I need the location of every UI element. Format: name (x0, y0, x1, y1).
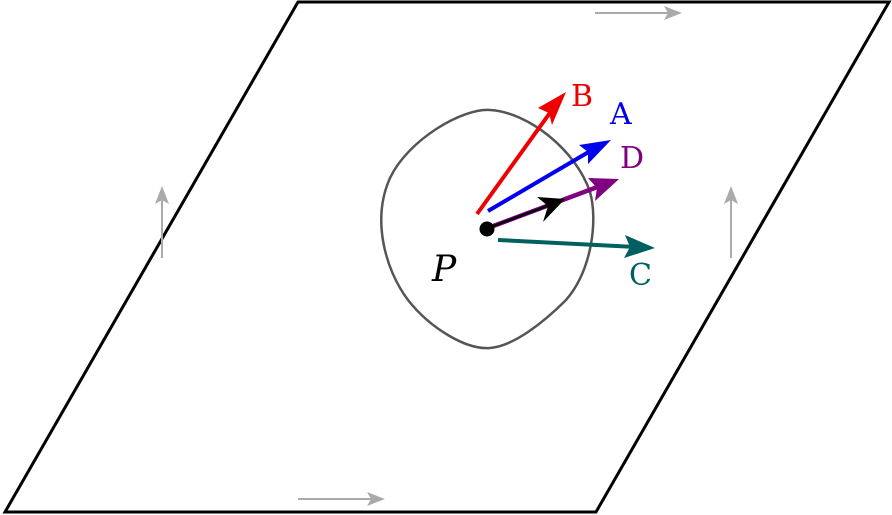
tangent-arrow (487, 197, 565, 230)
vector-c-label: C (629, 258, 652, 293)
vector-a-label: A (609, 97, 632, 132)
point-p-label: P (431, 249, 457, 290)
top-edge-arrow-icon (595, 6, 682, 20)
right-edge-arrow-icon (724, 186, 738, 258)
vector-d-label: D (620, 141, 644, 176)
vector-b-arrow (475, 92, 566, 216)
point-p-dot (479, 221, 495, 237)
vector-a-arrow (486, 140, 611, 213)
bottom-edge-arrow-icon (298, 492, 385, 506)
identification-arrows (155, 6, 738, 506)
left-edge-arrow-icon (155, 186, 169, 258)
vector-b-label: B (571, 79, 593, 114)
vector-c-arrow (497, 235, 655, 258)
